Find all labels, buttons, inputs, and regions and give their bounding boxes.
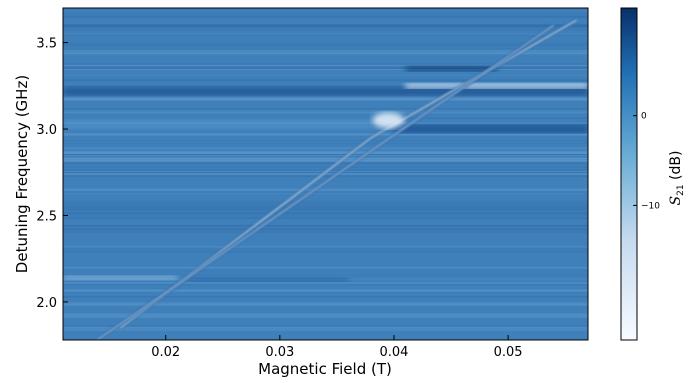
y-tick-label: 2.5 (36, 210, 57, 225)
anticrossing-glow (372, 112, 405, 129)
colorbar-tick-label: 0 (641, 112, 647, 122)
y-axis-ticks: 2.0 2.5 3.0 3.5 (36, 37, 68, 311)
mode-line-upper-bright (119, 19, 577, 329)
mode-line-lower-bright (96, 24, 555, 340)
resonance-band-3-03-left (63, 118, 372, 129)
x-axis-ticks: 0.02 0.03 0.04 0.05 (151, 335, 523, 360)
colorbar-tick-label: −10 (641, 201, 660, 211)
y-tick-label: 2.0 (36, 296, 57, 311)
resonance-band-2-14-left (63, 275, 178, 280)
resonance-band-3-22 (63, 86, 588, 96)
plot-area (63, 8, 588, 340)
y-tick-label: 3.5 (36, 37, 57, 52)
resonance-band-2-42 (63, 228, 588, 231)
x-tick-label: 0.05 (494, 345, 523, 360)
resonance-features (63, 18, 588, 340)
colorbar-ticks: 0 −10 (633, 112, 660, 211)
x-tick-label: 0.02 (151, 345, 180, 360)
colorbar-label: S21 (dB) (668, 151, 686, 206)
resonance-band-3-00-right (393, 125, 588, 134)
resonance-band-2-58 (63, 200, 588, 203)
x-tick-label: 0.04 (380, 345, 409, 360)
y-tick-label: 3.0 (36, 123, 57, 138)
colorbar: 0 −10 S21 (dB) (620, 7, 686, 341)
x-axis-label: Magnetic Field (T) (258, 360, 392, 378)
resonance-band-3-35-dark (405, 66, 497, 72)
x-tick-label: 0.03 (265, 345, 294, 360)
colorbar-gradient (620, 7, 638, 341)
resonance-band-2-14-right (188, 277, 349, 282)
plot-frame (62, 7, 589, 341)
resonance-band-3-25-bright (405, 83, 588, 89)
y-axis-label: Detuning Frequency (GHz) (13, 75, 31, 273)
